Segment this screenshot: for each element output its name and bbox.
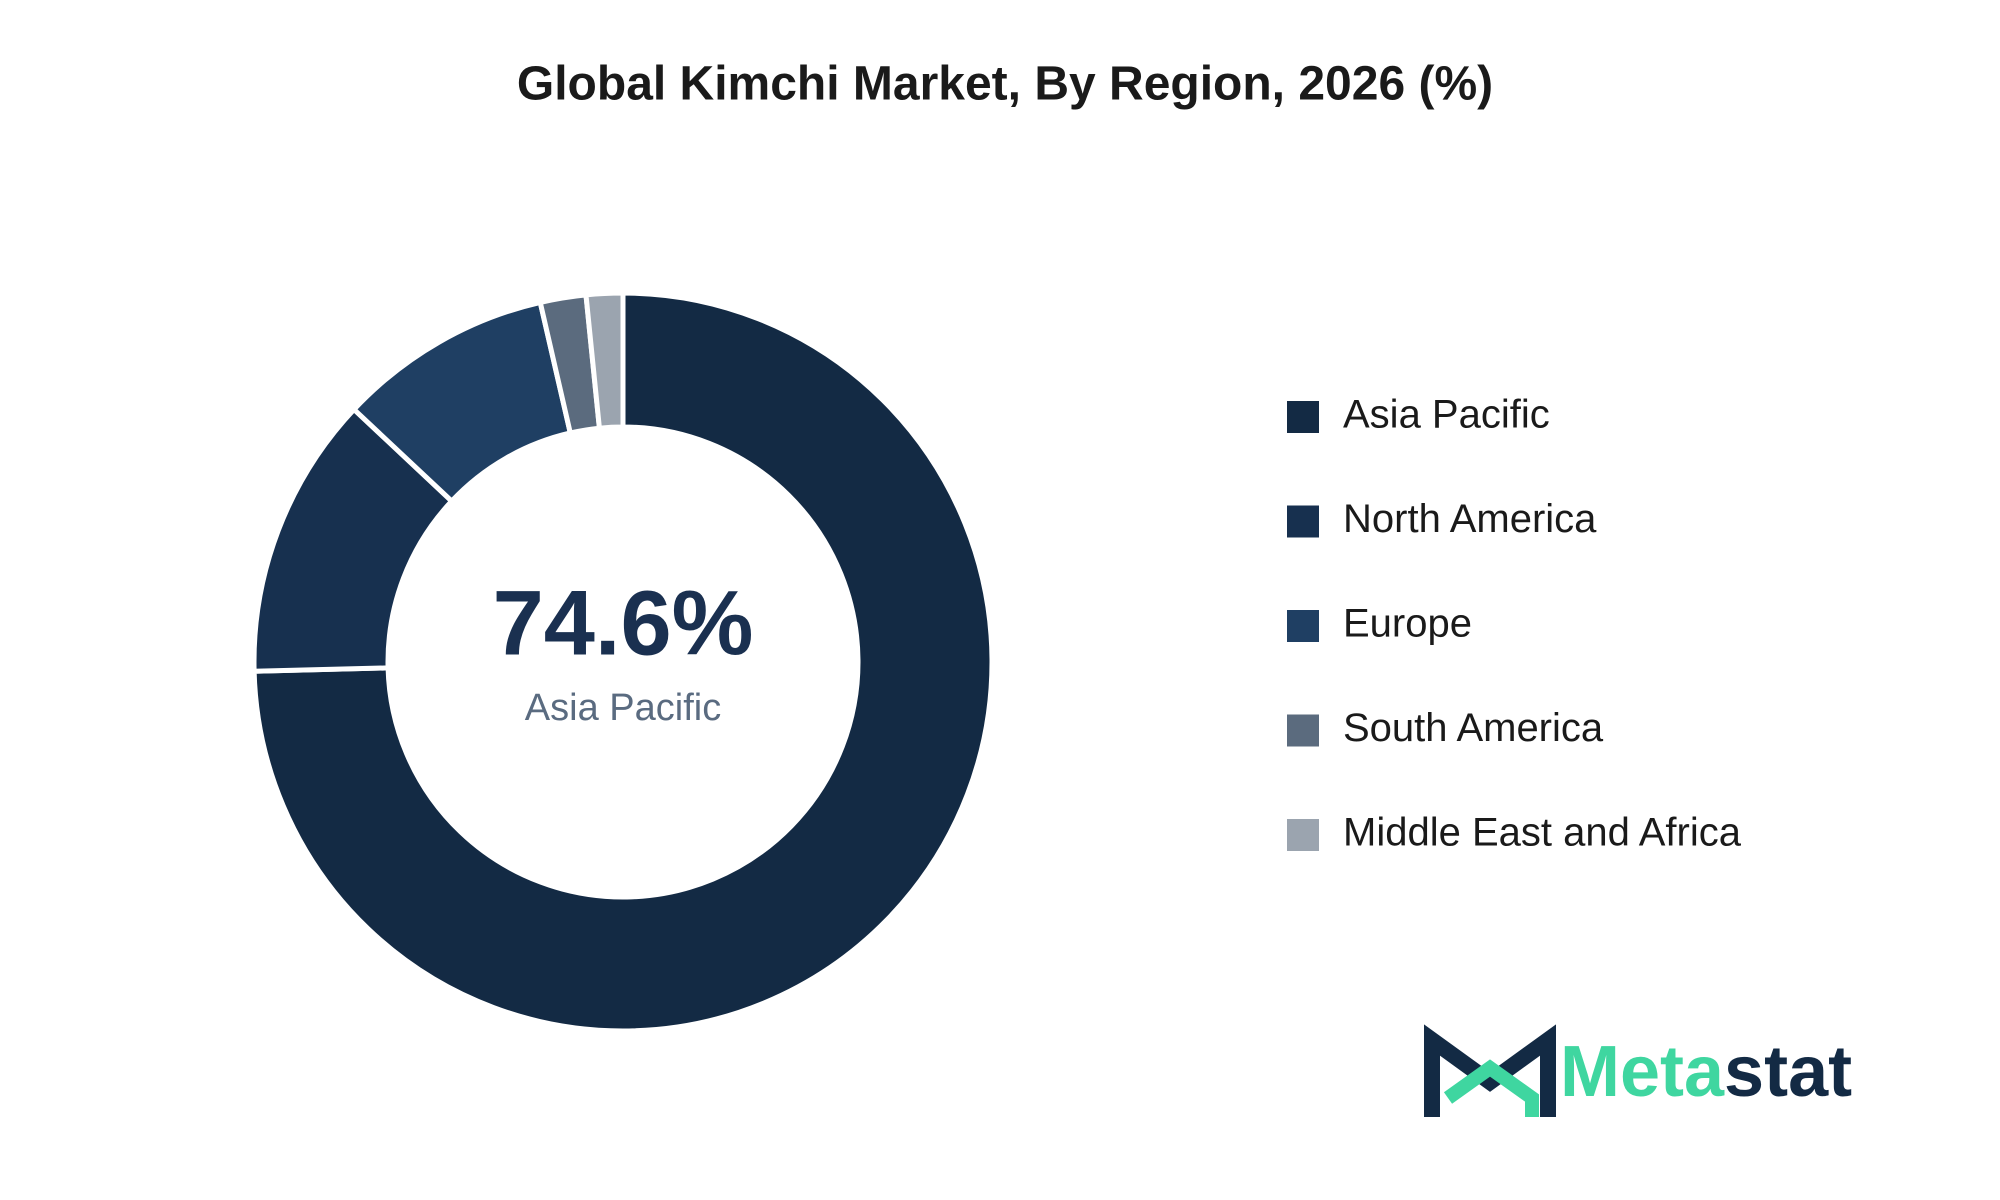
legend-swatch (1287, 610, 1319, 642)
logo-text: Metastat (1560, 1032, 1852, 1112)
logo-part: Meta (1560, 1032, 1725, 1112)
legend-swatch (1287, 819, 1319, 851)
legend: Asia Pacific North America Europe South Ame… (1287, 393, 1742, 855)
legend-swatch (1287, 401, 1319, 433)
logo-icon (1424, 1024, 1556, 1117)
legend-label: Asia Pacific (1343, 393, 1550, 437)
legend-label: South America (1343, 706, 1604, 750)
chart-title: Global Kimchi Market, By Region, 2026 (%… (517, 58, 1493, 111)
legend-label: Middle East and Africa (1343, 811, 1742, 855)
legend-label: North America (1343, 497, 1597, 541)
donut (251, 290, 995, 1034)
legend-label: Europe (1343, 602, 1472, 646)
center-value: 74.6% (493, 572, 754, 674)
donut-slice (251, 290, 995, 1034)
legend-swatch (1287, 505, 1319, 538)
donut-slice (583, 290, 626, 431)
logo-part: stat (1724, 1032, 1852, 1112)
logo: Metastat (1424, 1024, 1852, 1117)
legend-swatch (1287, 714, 1319, 747)
center-label: Asia Pacific (525, 687, 721, 729)
logo-icon-accent (1443, 1059, 1539, 1117)
